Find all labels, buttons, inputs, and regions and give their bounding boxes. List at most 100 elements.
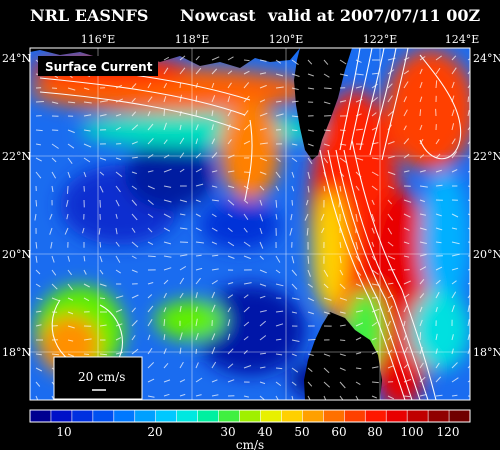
current-vector (321, 227, 325, 234)
current-vector (83, 143, 92, 148)
current-vector (131, 199, 138, 206)
current-vector (147, 123, 154, 131)
current-vector (291, 255, 295, 264)
current-vector (115, 295, 124, 299)
current-vector (387, 395, 395, 400)
current-vector (147, 213, 154, 218)
current-vector (339, 59, 347, 65)
current-vector (259, 142, 268, 145)
current-vector (371, 72, 379, 75)
current-vector (291, 143, 298, 146)
current-vector (307, 269, 311, 277)
current-vector (355, 337, 362, 341)
current-vector (195, 394, 202, 397)
current-vector (195, 138, 199, 145)
current-vector (323, 297, 332, 301)
current-vector (195, 292, 198, 299)
current-vector (227, 363, 234, 369)
current-vector (131, 97, 136, 103)
current-vector (339, 255, 342, 264)
current-vector (67, 171, 71, 178)
current-vector (307, 157, 313, 165)
lat-tick-24-right: 24°N (473, 52, 500, 65)
lat-tick-22-left: 22°N (2, 150, 31, 163)
current-vector (275, 269, 281, 274)
current-vector (451, 334, 454, 341)
current-vector (99, 297, 106, 300)
current-vector (435, 376, 442, 383)
current-vector (35, 101, 44, 103)
current-vector (67, 101, 76, 104)
current-vector (419, 293, 425, 299)
current-vector (211, 82, 215, 89)
current-vector (67, 185, 69, 194)
current-vector (35, 157, 42, 162)
current-vector (291, 73, 300, 77)
current-vector (179, 67, 186, 75)
current-vector (83, 255, 86, 262)
current-vector (451, 267, 459, 271)
current-vector (227, 348, 234, 355)
current-vector (259, 352, 266, 355)
current-vector (323, 59, 329, 65)
current-vector (243, 124, 251, 131)
current-vector (339, 311, 346, 314)
current-vector (275, 100, 282, 103)
current-vector (339, 241, 342, 248)
current-vector (275, 353, 283, 356)
map-field: Surface Current 20 cm/s (30, 48, 470, 400)
current-vector (323, 381, 331, 388)
lat-tick-22-right: 22°N (473, 150, 500, 163)
current-vector (275, 367, 283, 370)
current-vector (451, 241, 460, 245)
current-vector (98, 227, 101, 235)
current-vector (227, 185, 235, 189)
current-vector (371, 381, 379, 384)
cbar-tick-100: 100 (401, 425, 424, 439)
current-vector (179, 305, 182, 313)
colorbar (29, 410, 471, 422)
current-vector (259, 241, 264, 249)
current-vector (227, 319, 231, 327)
current-vector (355, 322, 364, 327)
current-vector (451, 213, 459, 218)
current-vector (291, 157, 298, 163)
current-vector (195, 55, 200, 61)
current-vector (115, 269, 121, 274)
current-vector (387, 83, 393, 89)
current-vector (243, 59, 250, 62)
current-vector (419, 266, 427, 271)
current-vector (243, 199, 249, 204)
current-vector (371, 142, 379, 145)
current-vector (355, 171, 362, 178)
current-vector (291, 185, 295, 192)
current-vector (339, 297, 348, 301)
current-vector (67, 325, 75, 329)
title-valid-time: valid at 2007/07/11 00Z (268, 6, 481, 25)
current-vector (179, 254, 188, 257)
current-vector (339, 367, 346, 371)
current-vector (195, 82, 199, 89)
current-vector (371, 185, 378, 191)
current-vector (403, 199, 412, 203)
current-vector (115, 309, 123, 313)
current-vector (387, 227, 393, 235)
current-vector (467, 305, 470, 313)
current-vector (387, 365, 394, 369)
current-vector (211, 379, 218, 383)
colorbar-swatch (449, 410, 471, 422)
current-vector (307, 59, 313, 65)
current-vector (259, 295, 266, 299)
current-vector (323, 73, 330, 78)
current-vector (243, 282, 252, 285)
current-vector (435, 213, 442, 217)
current-vector (131, 241, 139, 248)
current-vector (227, 70, 233, 75)
current-vector (419, 109, 422, 117)
current-vector (83, 269, 87, 275)
current-vector (435, 362, 440, 369)
current-vector (131, 156, 138, 159)
current-vector (339, 171, 345, 177)
current-vector (323, 143, 330, 147)
current-vector (339, 283, 346, 290)
